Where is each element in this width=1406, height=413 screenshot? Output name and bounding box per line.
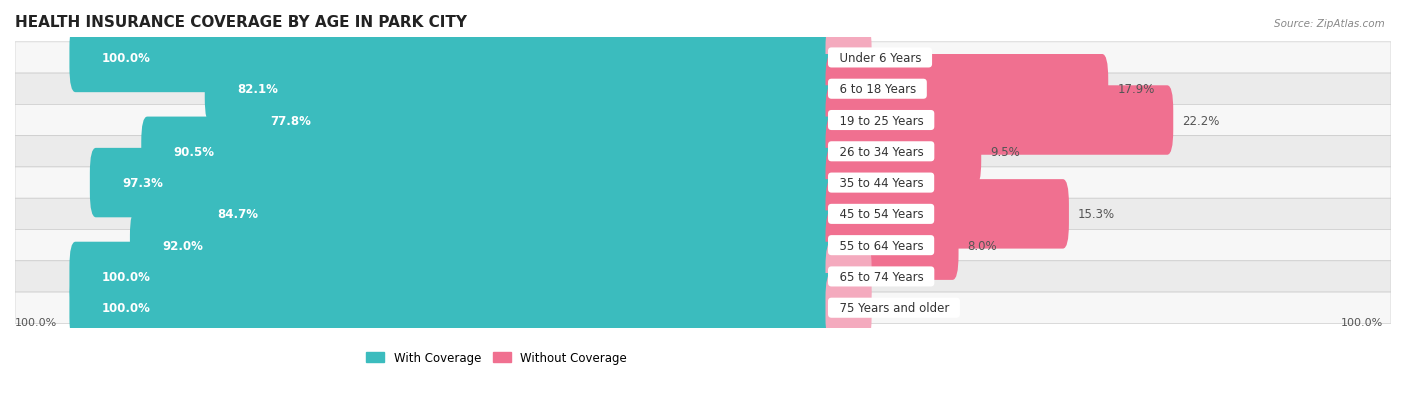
FancyBboxPatch shape bbox=[15, 105, 1391, 136]
FancyBboxPatch shape bbox=[15, 292, 1391, 323]
Text: 100.0%: 100.0% bbox=[103, 270, 150, 283]
FancyBboxPatch shape bbox=[90, 149, 838, 218]
Text: 75 Years and older: 75 Years and older bbox=[831, 301, 956, 314]
Text: 84.7%: 84.7% bbox=[218, 208, 259, 221]
Text: 8.0%: 8.0% bbox=[967, 239, 997, 252]
FancyBboxPatch shape bbox=[825, 149, 879, 218]
Text: 97.3%: 97.3% bbox=[122, 177, 163, 190]
FancyBboxPatch shape bbox=[825, 24, 872, 93]
Text: 19 to 25 Years: 19 to 25 Years bbox=[831, 114, 931, 127]
Text: 65 to 74 Years: 65 to 74 Years bbox=[831, 270, 931, 283]
FancyBboxPatch shape bbox=[186, 180, 838, 249]
Text: 55 to 64 Years: 55 to 64 Years bbox=[831, 239, 931, 252]
Text: 100.0%: 100.0% bbox=[103, 52, 150, 65]
FancyBboxPatch shape bbox=[129, 211, 838, 280]
FancyBboxPatch shape bbox=[15, 199, 1391, 230]
FancyBboxPatch shape bbox=[15, 43, 1391, 74]
FancyBboxPatch shape bbox=[825, 180, 1069, 249]
FancyBboxPatch shape bbox=[69, 273, 838, 343]
Text: 2.7%: 2.7% bbox=[887, 177, 917, 190]
FancyBboxPatch shape bbox=[141, 117, 838, 187]
FancyBboxPatch shape bbox=[69, 24, 838, 93]
Text: 26 to 34 Years: 26 to 34 Years bbox=[831, 145, 931, 159]
FancyBboxPatch shape bbox=[825, 242, 872, 311]
Text: HEALTH INSURANCE COVERAGE BY AGE IN PARK CITY: HEALTH INSURANCE COVERAGE BY AGE IN PARK… bbox=[15, 15, 467, 30]
FancyBboxPatch shape bbox=[15, 261, 1391, 292]
Legend: With Coverage, Without Coverage: With Coverage, Without Coverage bbox=[361, 347, 631, 369]
Text: 22.2%: 22.2% bbox=[1182, 114, 1220, 127]
FancyBboxPatch shape bbox=[15, 168, 1391, 199]
FancyBboxPatch shape bbox=[15, 74, 1391, 105]
Text: 90.5%: 90.5% bbox=[174, 145, 215, 159]
Text: 0.0%: 0.0% bbox=[880, 301, 910, 314]
Text: 0.0%: 0.0% bbox=[880, 270, 910, 283]
FancyBboxPatch shape bbox=[69, 242, 838, 311]
Text: Under 6 Years: Under 6 Years bbox=[831, 52, 928, 65]
FancyBboxPatch shape bbox=[205, 55, 838, 124]
Text: 100.0%: 100.0% bbox=[103, 301, 150, 314]
Text: 0.0%: 0.0% bbox=[880, 52, 910, 65]
Text: 92.0%: 92.0% bbox=[163, 239, 204, 252]
Text: 82.1%: 82.1% bbox=[238, 83, 278, 96]
Text: 45 to 54 Years: 45 to 54 Years bbox=[831, 208, 931, 221]
Text: 77.8%: 77.8% bbox=[270, 114, 311, 127]
Text: 9.5%: 9.5% bbox=[990, 145, 1019, 159]
Text: 100.0%: 100.0% bbox=[15, 317, 58, 328]
FancyBboxPatch shape bbox=[825, 273, 872, 343]
FancyBboxPatch shape bbox=[238, 86, 838, 155]
Text: 35 to 44 Years: 35 to 44 Years bbox=[831, 177, 931, 190]
Text: Source: ZipAtlas.com: Source: ZipAtlas.com bbox=[1274, 19, 1385, 28]
FancyBboxPatch shape bbox=[15, 136, 1391, 168]
FancyBboxPatch shape bbox=[825, 86, 1173, 155]
FancyBboxPatch shape bbox=[15, 230, 1391, 261]
Text: 15.3%: 15.3% bbox=[1078, 208, 1115, 221]
FancyBboxPatch shape bbox=[825, 211, 959, 280]
FancyBboxPatch shape bbox=[825, 55, 1108, 124]
Text: 6 to 18 Years: 6 to 18 Years bbox=[831, 83, 924, 96]
FancyBboxPatch shape bbox=[825, 117, 981, 187]
Text: 100.0%: 100.0% bbox=[1341, 317, 1384, 328]
Text: 17.9%: 17.9% bbox=[1118, 83, 1154, 96]
